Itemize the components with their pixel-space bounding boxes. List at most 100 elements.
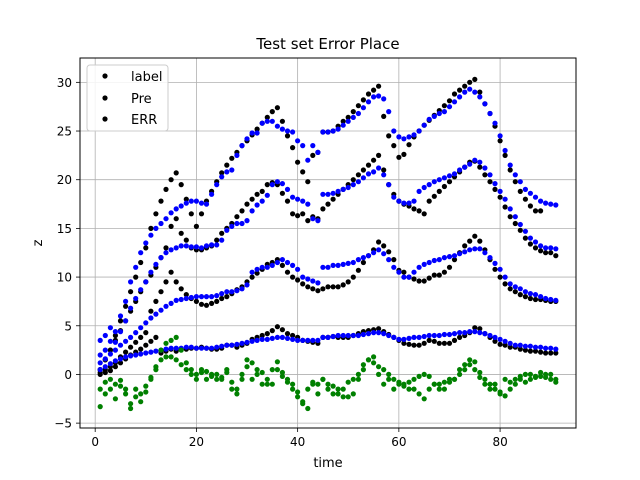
data-point [188,344,194,350]
data-point [335,262,341,268]
data-point [340,386,346,392]
data-point [381,243,387,249]
data-point [153,334,159,340]
data-point [112,329,118,335]
data-point [234,391,240,397]
data-point [522,235,529,241]
data-point [183,243,189,249]
data-point [482,331,488,337]
data-point [249,130,255,136]
data-point [416,373,422,379]
data-point [436,272,442,278]
data-point [148,269,154,275]
data-point [386,332,392,339]
data-point [244,357,250,363]
data-point [143,330,149,336]
data-point [381,167,387,173]
data-point [143,245,149,251]
data-point [436,177,442,183]
data-point [295,337,301,343]
data-point [112,396,118,402]
data-point [527,371,534,377]
data-point [502,338,508,344]
y-tick-label: 30 [57,76,72,90]
data-point [421,340,427,346]
data-point [371,94,377,100]
data-point [538,243,544,249]
data-point [178,347,184,353]
data-point [214,376,220,382]
data-point [467,247,473,253]
data-point [365,91,372,97]
data-point [335,188,341,194]
data-point [239,340,245,346]
data-point [239,371,245,377]
data-point [532,208,539,214]
data-point [472,157,478,163]
x-tick-label: 20 [189,435,204,449]
legend-entry-pre: Pre [131,92,152,107]
data-point [325,386,331,392]
data-point [345,260,351,266]
data-point [305,337,311,343]
data-point [279,257,285,263]
data-point [168,345,174,351]
data-point [446,340,453,346]
data-point [295,389,301,395]
data-point [295,277,301,283]
data-point [497,194,503,200]
data-point [224,367,230,373]
data-point [214,237,220,243]
data-point [274,334,280,340]
data-point [138,351,144,357]
data-point [183,200,189,206]
data-point [168,354,174,360]
data-point [477,164,483,170]
data-point [446,379,453,385]
y-tick-label: 0 [64,368,72,382]
data-point [335,284,341,290]
data-point [396,381,402,387]
data-point [320,334,326,340]
data-point [117,329,124,335]
data-point [436,386,442,392]
data-point [153,261,159,267]
data-point [421,122,427,128]
data-point [477,374,483,380]
data-point [391,376,397,382]
data-point [244,282,250,288]
data-point [330,262,336,268]
data-point [350,114,356,120]
data-point [249,269,255,275]
data-point [158,255,164,261]
data-point [421,184,427,191]
data-point [133,394,139,400]
data-point [487,332,493,339]
data-point [411,198,417,204]
data-point [507,286,513,292]
data-point [431,193,437,199]
data-point [183,295,189,302]
data-point [355,267,361,273]
data-point [431,272,437,278]
data-point [269,328,275,334]
data-point [406,274,412,280]
data-point [477,94,483,100]
data-point [365,99,372,105]
data-point [532,348,539,354]
data-point [522,379,529,385]
data-point [381,172,387,178]
data-point [401,340,407,346]
data-point [209,242,215,248]
data-point [527,241,534,247]
data-point [426,386,432,392]
data-point [543,295,549,302]
data-point [416,334,422,340]
data-point [284,269,291,275]
data-point [107,347,113,353]
data-point [254,202,260,208]
data-point [117,377,124,383]
data-point [102,379,108,385]
data-point [107,351,113,357]
data-point [441,183,447,190]
